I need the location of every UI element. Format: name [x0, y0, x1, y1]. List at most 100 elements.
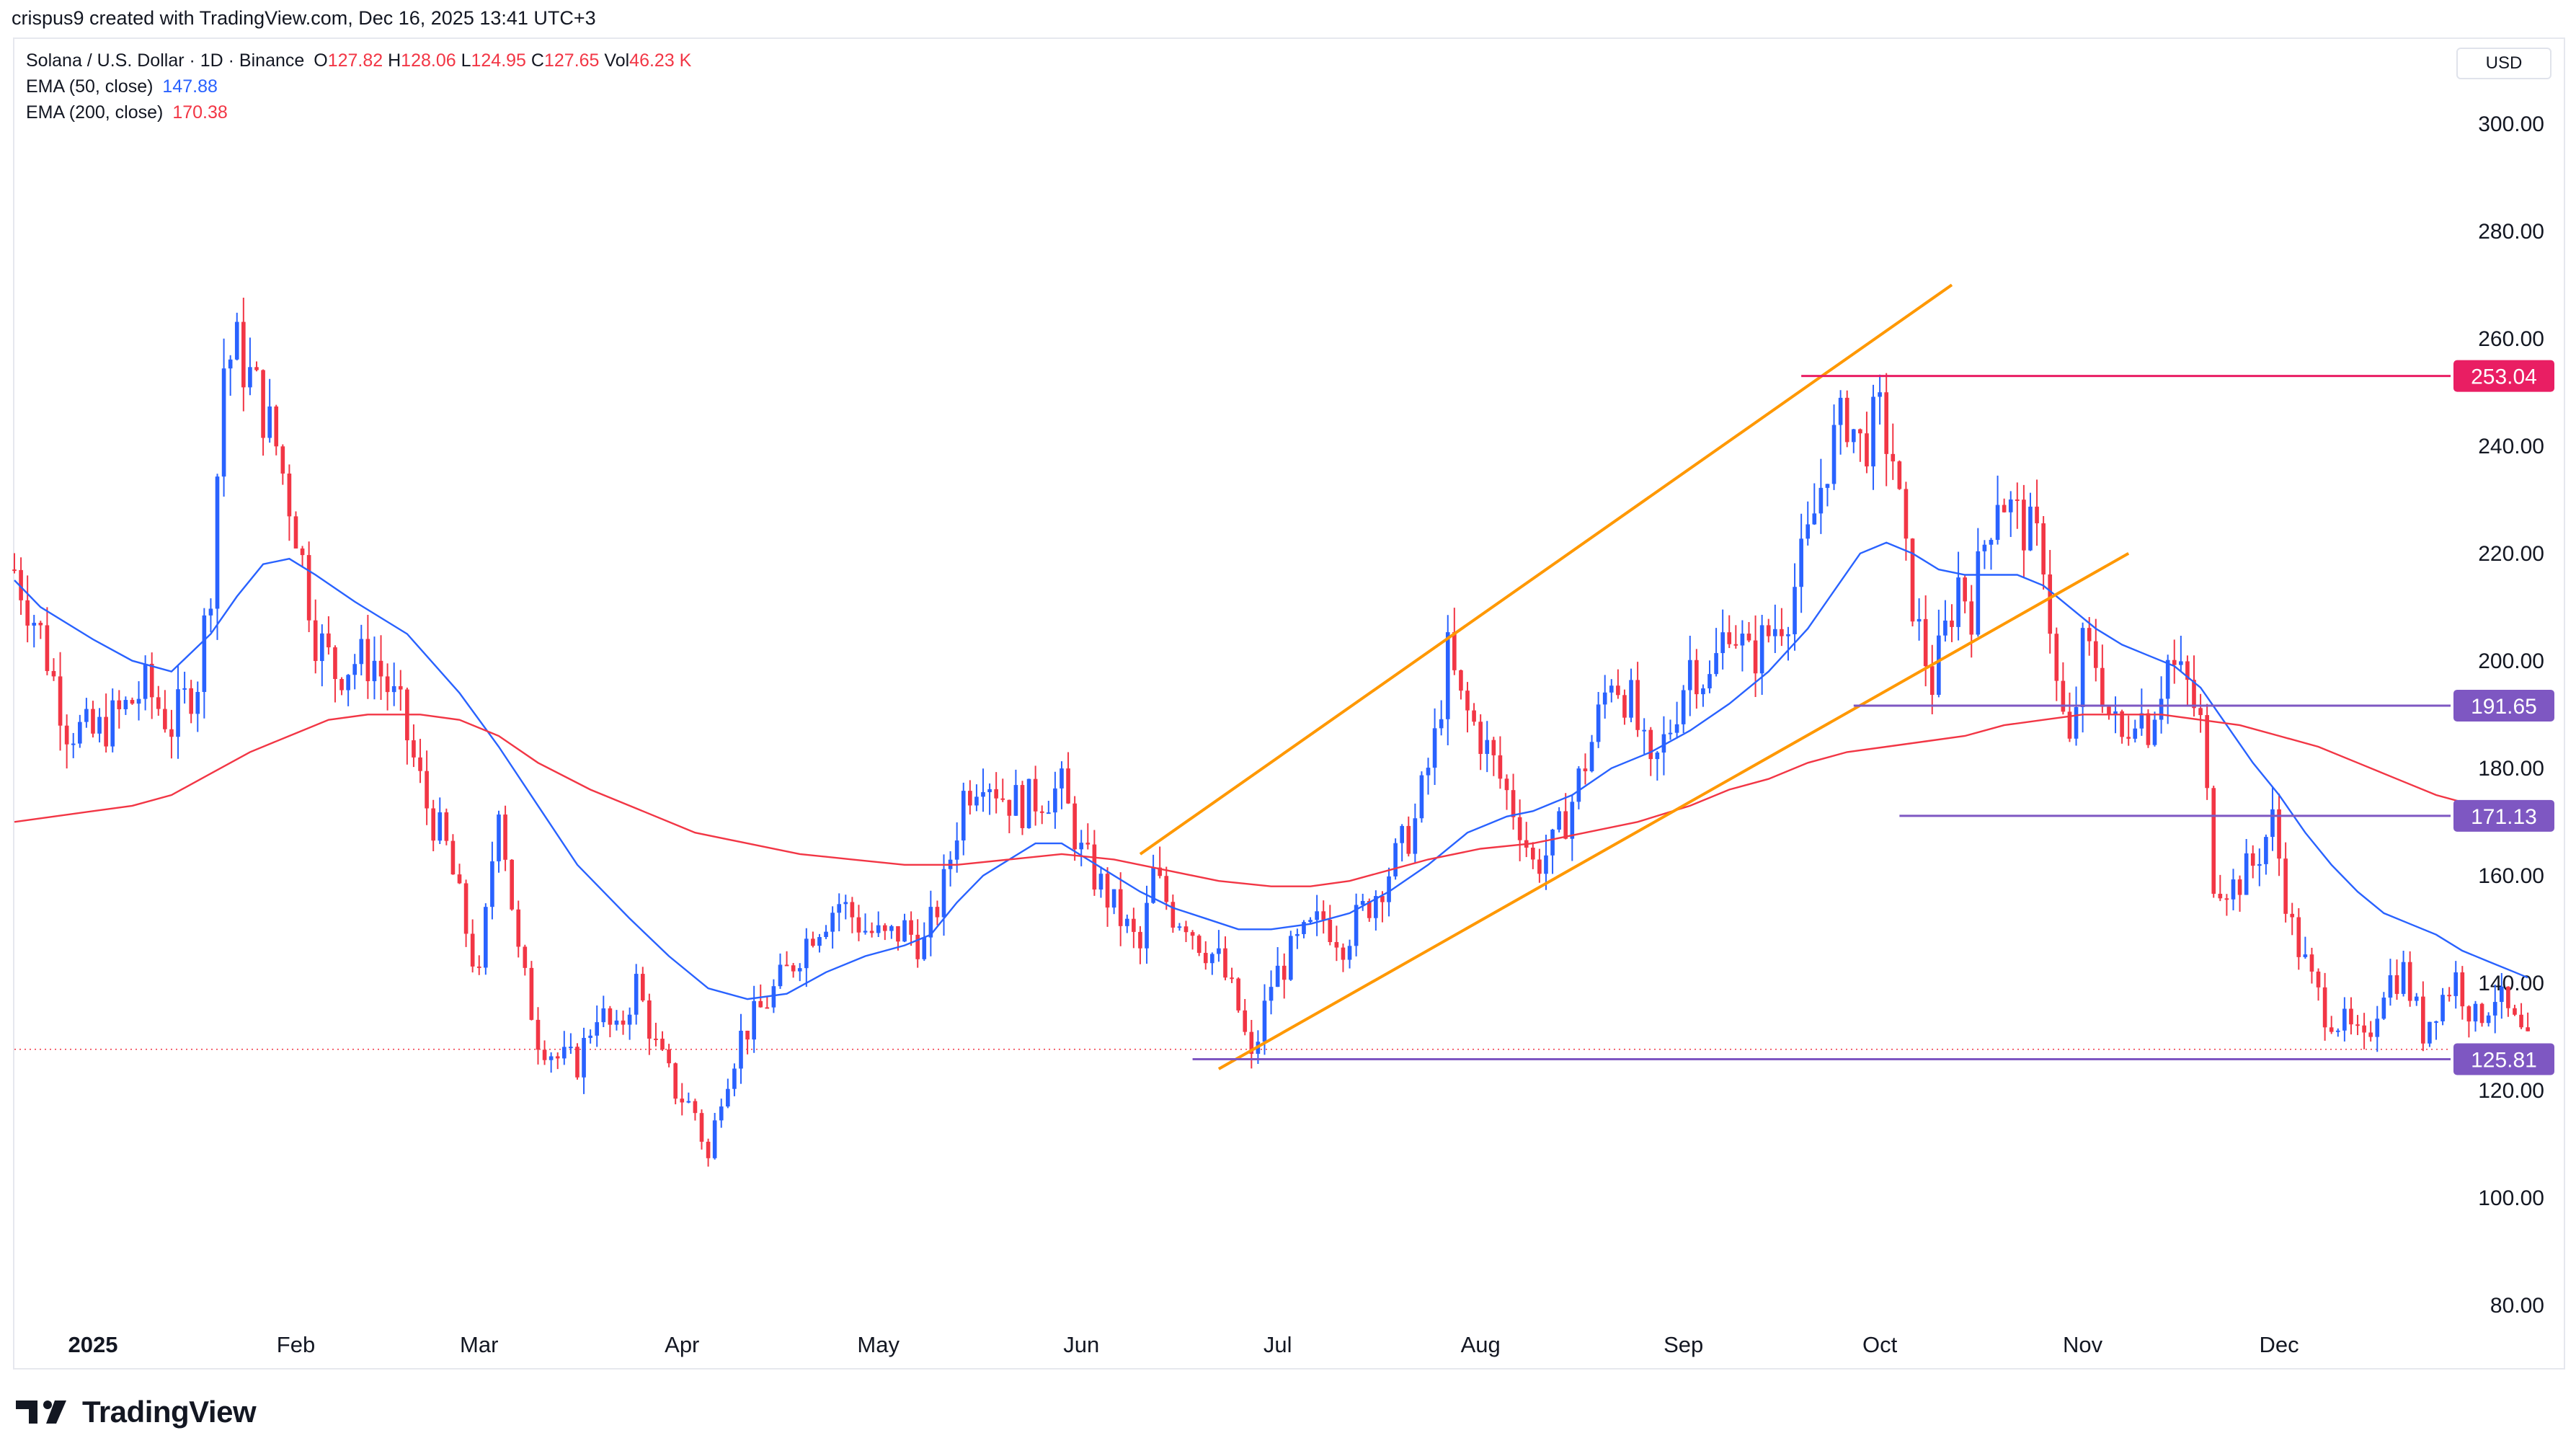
- candle-up: [2139, 713, 2144, 729]
- candle-down: [1039, 811, 1044, 813]
- candle-up: [1347, 946, 1352, 960]
- candle-up: [1432, 728, 1437, 768]
- candle-up: [1818, 487, 1824, 514]
- candle-down: [1085, 843, 1091, 845]
- candle-up: [2264, 837, 2268, 864]
- y-tick-label: 120.00: [2478, 1079, 2544, 1103]
- candle-down: [2041, 523, 2046, 574]
- x-tick-label: 2025: [68, 1332, 117, 1357]
- legend-ema200-row[interactable]: EMA (200, close) 170.38: [26, 99, 691, 125]
- tradingview-wordmark: TradingView: [82, 1395, 257, 1429]
- candle-down: [470, 933, 475, 967]
- candle-up: [391, 686, 396, 693]
- candle-down: [909, 920, 913, 935]
- candle-up: [1681, 690, 1686, 724]
- candle-down: [673, 1063, 678, 1099]
- candle-up: [778, 964, 783, 987]
- candle-up: [2159, 698, 2164, 720]
- candle-down: [1158, 867, 1163, 876]
- channel-lower-line[interactable]: [1217, 552, 2130, 1070]
- candle-down: [431, 808, 436, 841]
- candle-up: [863, 931, 868, 933]
- candle-down: [1380, 896, 1385, 902]
- candle-up: [954, 840, 959, 860]
- candle-down: [968, 791, 972, 806]
- ema200-line: [14, 714, 2528, 887]
- ema200-label: EMA (200, close): [26, 102, 164, 123]
- candle-down: [2192, 680, 2196, 709]
- tradingview-logo[interactable]: TradingView: [16, 1395, 257, 1429]
- candle-down: [1334, 941, 1339, 948]
- candle-up: [987, 789, 992, 793]
- candle-up: [1989, 539, 1994, 545]
- candle-down: [163, 709, 167, 729]
- candle-down: [1844, 397, 1849, 443]
- candle-up: [1943, 620, 1947, 636]
- candle-down: [418, 757, 422, 771]
- candle-down: [1884, 392, 1889, 454]
- currency-button[interactable]: USD: [2456, 48, 2551, 79]
- y-tick-label: 220.00: [2478, 542, 2544, 566]
- candle-up: [1871, 396, 1875, 467]
- candle-down: [241, 321, 246, 388]
- candle-down: [1563, 811, 1568, 839]
- candle-up: [202, 615, 207, 693]
- candle-up: [2335, 1030, 2340, 1032]
- candle-down: [2349, 1008, 2353, 1025]
- candle-up: [1046, 812, 1051, 814]
- candle-up: [2270, 809, 2275, 838]
- candle-down: [1118, 889, 1123, 926]
- candle-up: [1701, 688, 1705, 695]
- candle-up: [732, 1068, 737, 1089]
- candle-down: [457, 874, 462, 884]
- candle-up: [843, 902, 848, 905]
- candle-up: [797, 968, 802, 972]
- candle-down: [1530, 848, 1535, 860]
- candle-down: [1923, 618, 1928, 667]
- candle-down: [1517, 817, 1522, 840]
- candle-down: [2126, 737, 2131, 739]
- candle-up: [1570, 802, 1575, 839]
- candle-up: [771, 986, 776, 1008]
- candle-down: [1746, 634, 1751, 641]
- candle-up: [2074, 706, 2079, 739]
- candle-down: [856, 917, 861, 933]
- channel-upper-line[interactable]: [1139, 283, 1953, 856]
- candle-down: [542, 1049, 547, 1060]
- symbol-title[interactable]: Solana / U.S. Dollar · 1D · Binance: [26, 50, 305, 71]
- candle-up: [1609, 685, 1614, 693]
- candle-up: [1799, 538, 1803, 587]
- candle-up: [2231, 879, 2236, 900]
- level-badge-label: 253.04: [2471, 365, 2537, 389]
- candle-up: [1439, 719, 1444, 729]
- candle-up: [2303, 954, 2308, 957]
- level-badge: [2453, 689, 2554, 722]
- candle-down: [1865, 433, 1869, 467]
- candle-up: [497, 814, 501, 861]
- candle-down: [2466, 1006, 2471, 1022]
- candle-down: [1203, 952, 1208, 964]
- candle-up: [1275, 965, 1280, 987]
- candle-up: [1917, 618, 1922, 622]
- candle-down: [1230, 977, 1234, 980]
- candle-down: [2002, 505, 2007, 512]
- candle-down: [1243, 1010, 1248, 1032]
- candle-up: [2492, 1002, 2497, 1016]
- candle-up: [267, 406, 272, 438]
- candle-up: [1772, 629, 1777, 636]
- candle-up: [319, 633, 324, 662]
- candle-down: [1190, 932, 1195, 936]
- candle-down: [2022, 500, 2026, 551]
- candle-down: [2172, 660, 2177, 665]
- y-tick-label: 200.00: [2478, 649, 2544, 673]
- candle-down: [104, 716, 108, 747]
- candle-down: [2362, 1025, 2366, 1033]
- candle-up: [2428, 1021, 2432, 1044]
- legend-ema50-row[interactable]: EMA (50, close) 147.88: [26, 74, 691, 99]
- candle-down: [385, 676, 390, 693]
- open-label: O: [314, 50, 328, 71]
- candle-up: [601, 1008, 606, 1023]
- candle-up: [1557, 811, 1561, 830]
- candle-up: [2388, 975, 2393, 998]
